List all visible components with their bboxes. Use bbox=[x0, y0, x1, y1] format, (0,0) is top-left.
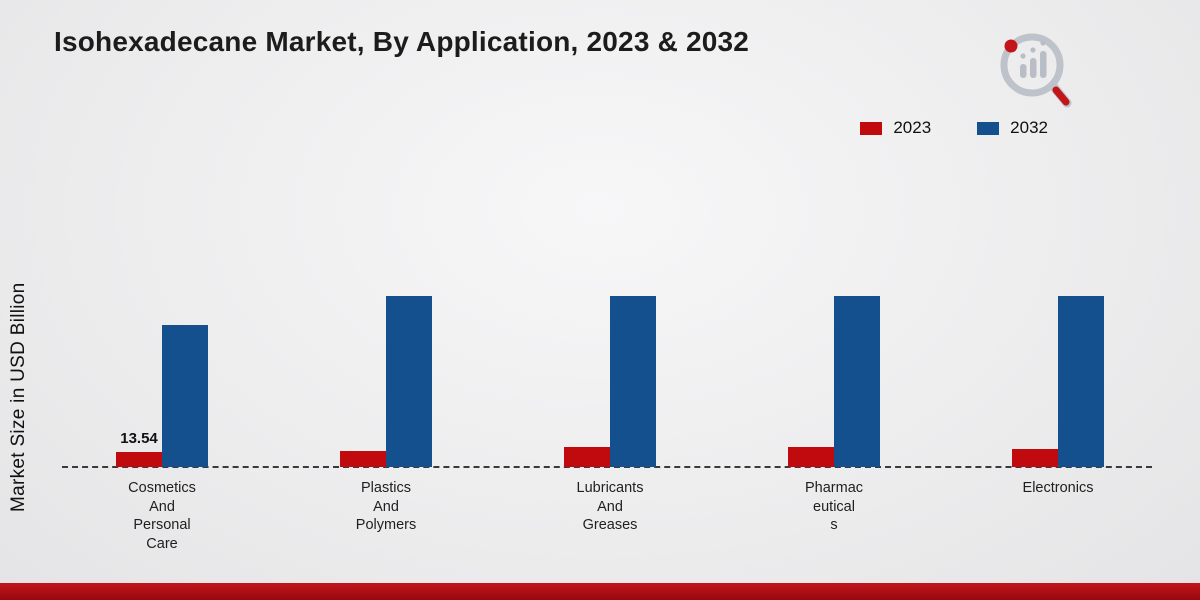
bar-pair bbox=[564, 296, 656, 467]
bar-group-3: Lubricants And Greases bbox=[498, 296, 722, 533]
bar-group-5: Electronics bbox=[946, 296, 1170, 496]
bar-2032-lubricants-and-greases bbox=[610, 296, 656, 467]
bar-group-2: Plastics And Polymers bbox=[274, 296, 498, 533]
legend-label-2023: 2023 bbox=[893, 118, 932, 137]
category-label: Plastics And Polymers bbox=[355, 480, 417, 533]
legend-label-2032: 2032 bbox=[1010, 118, 1048, 137]
bar-group-4: Pharmac eutical s bbox=[722, 296, 946, 533]
bar-pair: 13.54 bbox=[116, 325, 208, 467]
bar-2032-cosmetics-and-personal-care bbox=[162, 325, 208, 467]
bar-value-label: 13.54 bbox=[120, 430, 158, 447]
bar-group-1: 13.54 Cosmetics And Personal Care bbox=[50, 325, 274, 552]
footer-red-stripe bbox=[0, 583, 1200, 600]
legend-swatch-2032 bbox=[977, 121, 1000, 135]
bar-pair bbox=[340, 296, 432, 467]
x-axis-dashed-line bbox=[62, 466, 1152, 468]
bar-pair bbox=[788, 296, 880, 467]
bar-2032-electronics bbox=[1058, 296, 1104, 467]
bar-groups: 13.54 Cosmetics And Personal Care Plastics And… bbox=[50, 0, 1170, 552]
bar-2023-plastics-and-polymers bbox=[340, 451, 386, 467]
mrfr-logo bbox=[988, 20, 1084, 116]
magnifier-bar-chart-icon bbox=[1000, 33, 1072, 108]
bar-2023-pharmaceuticals bbox=[788, 447, 834, 467]
bar-2032-pharmaceuticals bbox=[834, 296, 880, 467]
category-label: Lubricants And Greases bbox=[576, 480, 644, 533]
category-label: Electronics bbox=[1022, 480, 1094, 496]
legend-item-2023: 2023 bbox=[860, 118, 931, 138]
chart-title: Isohexadecane Market, By Application, 20… bbox=[54, 26, 750, 57]
bar-2032-plastics-and-polymers bbox=[386, 296, 432, 467]
legend: 2023 2032 bbox=[860, 118, 1048, 138]
legend-swatch-2023 bbox=[860, 121, 883, 135]
category-label: Pharmac eutical s bbox=[804, 480, 864, 533]
bar-2023-lubricants-and-greases bbox=[564, 447, 610, 467]
bar-2023-cosmetics-and-personal-care: 13.54 bbox=[116, 430, 162, 467]
category-label: Cosmetics And Personal Care bbox=[128, 480, 196, 552]
bar-pair bbox=[1012, 296, 1104, 467]
bar-2023-electronics bbox=[1012, 449, 1058, 467]
legend-item-2032: 2032 bbox=[977, 118, 1048, 138]
